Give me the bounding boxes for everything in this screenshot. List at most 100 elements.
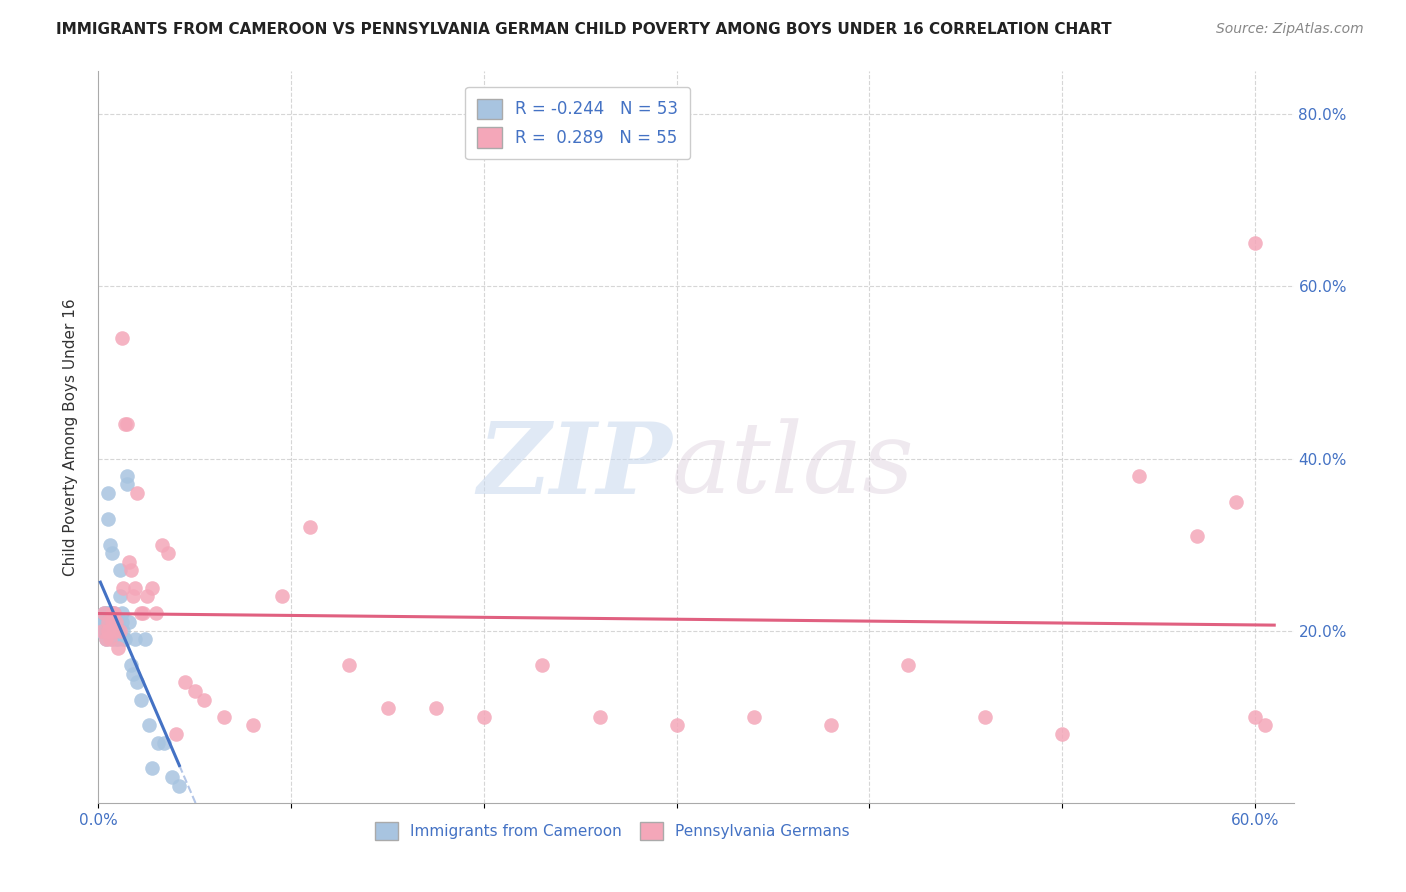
- Point: [145, 607, 167, 621]
- Point: [94, 607, 117, 621]
- Point: [141, 581, 163, 595]
- Point: [1244, 236, 1267, 251]
- Point: [820, 718, 842, 732]
- Point: [101, 607, 124, 621]
- Point: [97, 512, 120, 526]
- Point: [897, 658, 920, 673]
- Point: [114, 417, 136, 432]
- Point: [169, 779, 191, 793]
- Point: [184, 684, 207, 698]
- Point: [153, 735, 176, 749]
- Point: [125, 675, 148, 690]
- Point: [98, 624, 121, 638]
- Text: IMMIGRANTS FROM CAMEROON VS PENNSYLVANIA GERMAN CHILD POVERTY AMONG BOYS UNDER 1: IMMIGRANTS FROM CAMEROON VS PENNSYLVANIA…: [56, 22, 1112, 37]
- Point: [150, 538, 173, 552]
- Point: [103, 624, 125, 638]
- Point: [108, 624, 131, 638]
- Point: [112, 632, 135, 647]
- Point: [1050, 727, 1073, 741]
- Point: [122, 589, 145, 603]
- Point: [110, 331, 132, 345]
- Point: [156, 546, 179, 560]
- Point: [108, 589, 131, 603]
- Point: [122, 666, 145, 681]
- Point: [120, 564, 142, 578]
- Text: atlas: atlas: [672, 418, 915, 514]
- Legend: Immigrants from Cameroon, Pennsylvania Germans: Immigrants from Cameroon, Pennsylvania G…: [368, 815, 856, 847]
- Point: [117, 477, 139, 491]
- Point: [165, 727, 187, 741]
- Point: [94, 615, 117, 629]
- Point: [114, 632, 136, 647]
- Point: [134, 632, 156, 647]
- Point: [138, 718, 160, 732]
- Point: [124, 632, 146, 647]
- Point: [472, 710, 495, 724]
- Point: [212, 710, 235, 724]
- Point: [101, 615, 124, 629]
- Point: [120, 658, 142, 673]
- Point: [104, 615, 127, 629]
- Point: [97, 486, 120, 500]
- Point: [107, 615, 129, 629]
- Point: [91, 615, 114, 629]
- Point: [98, 607, 121, 621]
- Point: [117, 468, 139, 483]
- Point: [107, 632, 129, 647]
- Point: [103, 607, 125, 621]
- Point: [1225, 494, 1247, 508]
- Point: [118, 615, 141, 629]
- Point: [118, 555, 141, 569]
- Point: [270, 589, 292, 603]
- Point: [107, 624, 129, 638]
- Point: [124, 581, 146, 595]
- Point: [425, 701, 447, 715]
- Point: [148, 735, 170, 749]
- Point: [665, 718, 688, 732]
- Point: [110, 615, 132, 629]
- Point: [974, 710, 997, 724]
- Point: [97, 624, 120, 638]
- Point: [104, 632, 127, 647]
- Point: [103, 607, 125, 621]
- Point: [94, 624, 117, 638]
- Point: [141, 761, 163, 775]
- Y-axis label: Child Poverty Among Boys Under 16: Child Poverty Among Boys Under 16: [63, 298, 77, 576]
- Point: [94, 632, 117, 647]
- Point: [1253, 718, 1275, 732]
- Point: [129, 692, 152, 706]
- Point: [129, 607, 152, 621]
- Point: [89, 624, 111, 638]
- Point: [101, 624, 124, 638]
- Point: [377, 701, 399, 715]
- Point: [193, 692, 215, 706]
- Point: [104, 615, 127, 629]
- Text: Source: ZipAtlas.com: Source: ZipAtlas.com: [1216, 22, 1364, 37]
- Point: [98, 538, 121, 552]
- Point: [103, 624, 125, 638]
- Point: [104, 624, 127, 638]
- Point: [97, 615, 120, 629]
- Point: [97, 607, 120, 621]
- Point: [107, 640, 129, 655]
- Point: [135, 589, 157, 603]
- Point: [242, 718, 264, 732]
- Point: [1185, 529, 1208, 543]
- Point: [97, 624, 120, 638]
- Point: [91, 624, 114, 638]
- Point: [588, 710, 610, 724]
- Point: [101, 615, 124, 629]
- Point: [94, 632, 117, 647]
- Point: [98, 615, 121, 629]
- Point: [91, 624, 114, 638]
- Point: [530, 658, 553, 673]
- Point: [93, 607, 115, 621]
- Point: [125, 486, 148, 500]
- Point: [299, 520, 322, 534]
- Point: [98, 632, 121, 647]
- Point: [132, 607, 155, 621]
- Point: [337, 658, 360, 673]
- Point: [110, 607, 132, 621]
- Point: [112, 624, 135, 638]
- Point: [93, 615, 115, 629]
